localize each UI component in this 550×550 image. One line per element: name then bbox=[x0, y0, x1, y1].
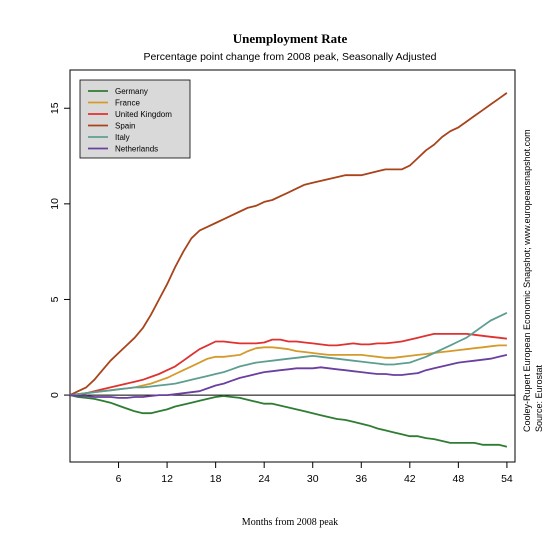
y-tick-label: 15 bbox=[49, 102, 61, 114]
y-tick-label: 5 bbox=[49, 296, 61, 302]
x-tick-label: 24 bbox=[258, 473, 270, 485]
legend-label: France bbox=[115, 99, 140, 108]
legend-label: Netherlands bbox=[115, 145, 158, 154]
chart-subtitle: Percentage point change from 2008 peak, … bbox=[143, 51, 436, 63]
chart-title: Unemployment Rate bbox=[233, 31, 348, 46]
x-tick-label: 36 bbox=[355, 473, 367, 485]
x-tick-label: 30 bbox=[307, 473, 319, 485]
series-line-germany bbox=[69, 394, 508, 448]
source-note: Source: Eurostat bbox=[534, 364, 544, 432]
y-tick-label: 10 bbox=[49, 198, 61, 210]
legend-label: Germany bbox=[115, 87, 148, 96]
series-lines bbox=[69, 92, 508, 448]
legend-label: Italy bbox=[115, 133, 130, 142]
plot-frame bbox=[69, 69, 516, 463]
y-tick-label: 0 bbox=[49, 392, 61, 398]
x-tick-label: 12 bbox=[161, 473, 173, 485]
series-line-italy bbox=[69, 311, 508, 396]
series-line-netherlands bbox=[69, 354, 508, 399]
x-axis-label: Months from 2008 peak bbox=[242, 517, 338, 528]
legend-box bbox=[79, 79, 191, 159]
x-tick-label: 48 bbox=[453, 473, 465, 485]
x-tick-label: 6 bbox=[116, 473, 122, 485]
x-axis: 6 12 18 24 30 36 42 48 54 bbox=[116, 462, 513, 485]
x-tick-label: 18 bbox=[210, 473, 222, 485]
side-note: Cooley-Rupert European Economic Snapshot… bbox=[522, 129, 532, 432]
legend: Germany France United Kingdom Spain Italy Net… bbox=[79, 79, 191, 159]
legend-label: United Kingdom bbox=[115, 110, 172, 119]
legend-label: Spain bbox=[115, 122, 135, 131]
series-line-spain bbox=[69, 92, 508, 396]
series-line-united-kingdom bbox=[69, 332, 508, 396]
x-tick-label: 42 bbox=[404, 473, 416, 485]
x-tick-label: 54 bbox=[501, 473, 513, 485]
y-axis: 0 5 10 15 bbox=[49, 102, 70, 398]
